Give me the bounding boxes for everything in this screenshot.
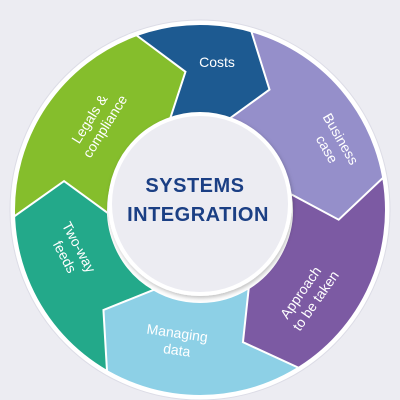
segment-label-costs: Costs <box>199 54 235 70</box>
center-title-line-1: SYSTEMS <box>145 175 244 197</box>
center-hub <box>108 112 292 296</box>
center-title-line-2: INTEGRATION <box>127 204 269 226</box>
center-title: SYSTEMS INTEGRATION <box>127 175 269 226</box>
cycle-segments <box>13 23 387 397</box>
